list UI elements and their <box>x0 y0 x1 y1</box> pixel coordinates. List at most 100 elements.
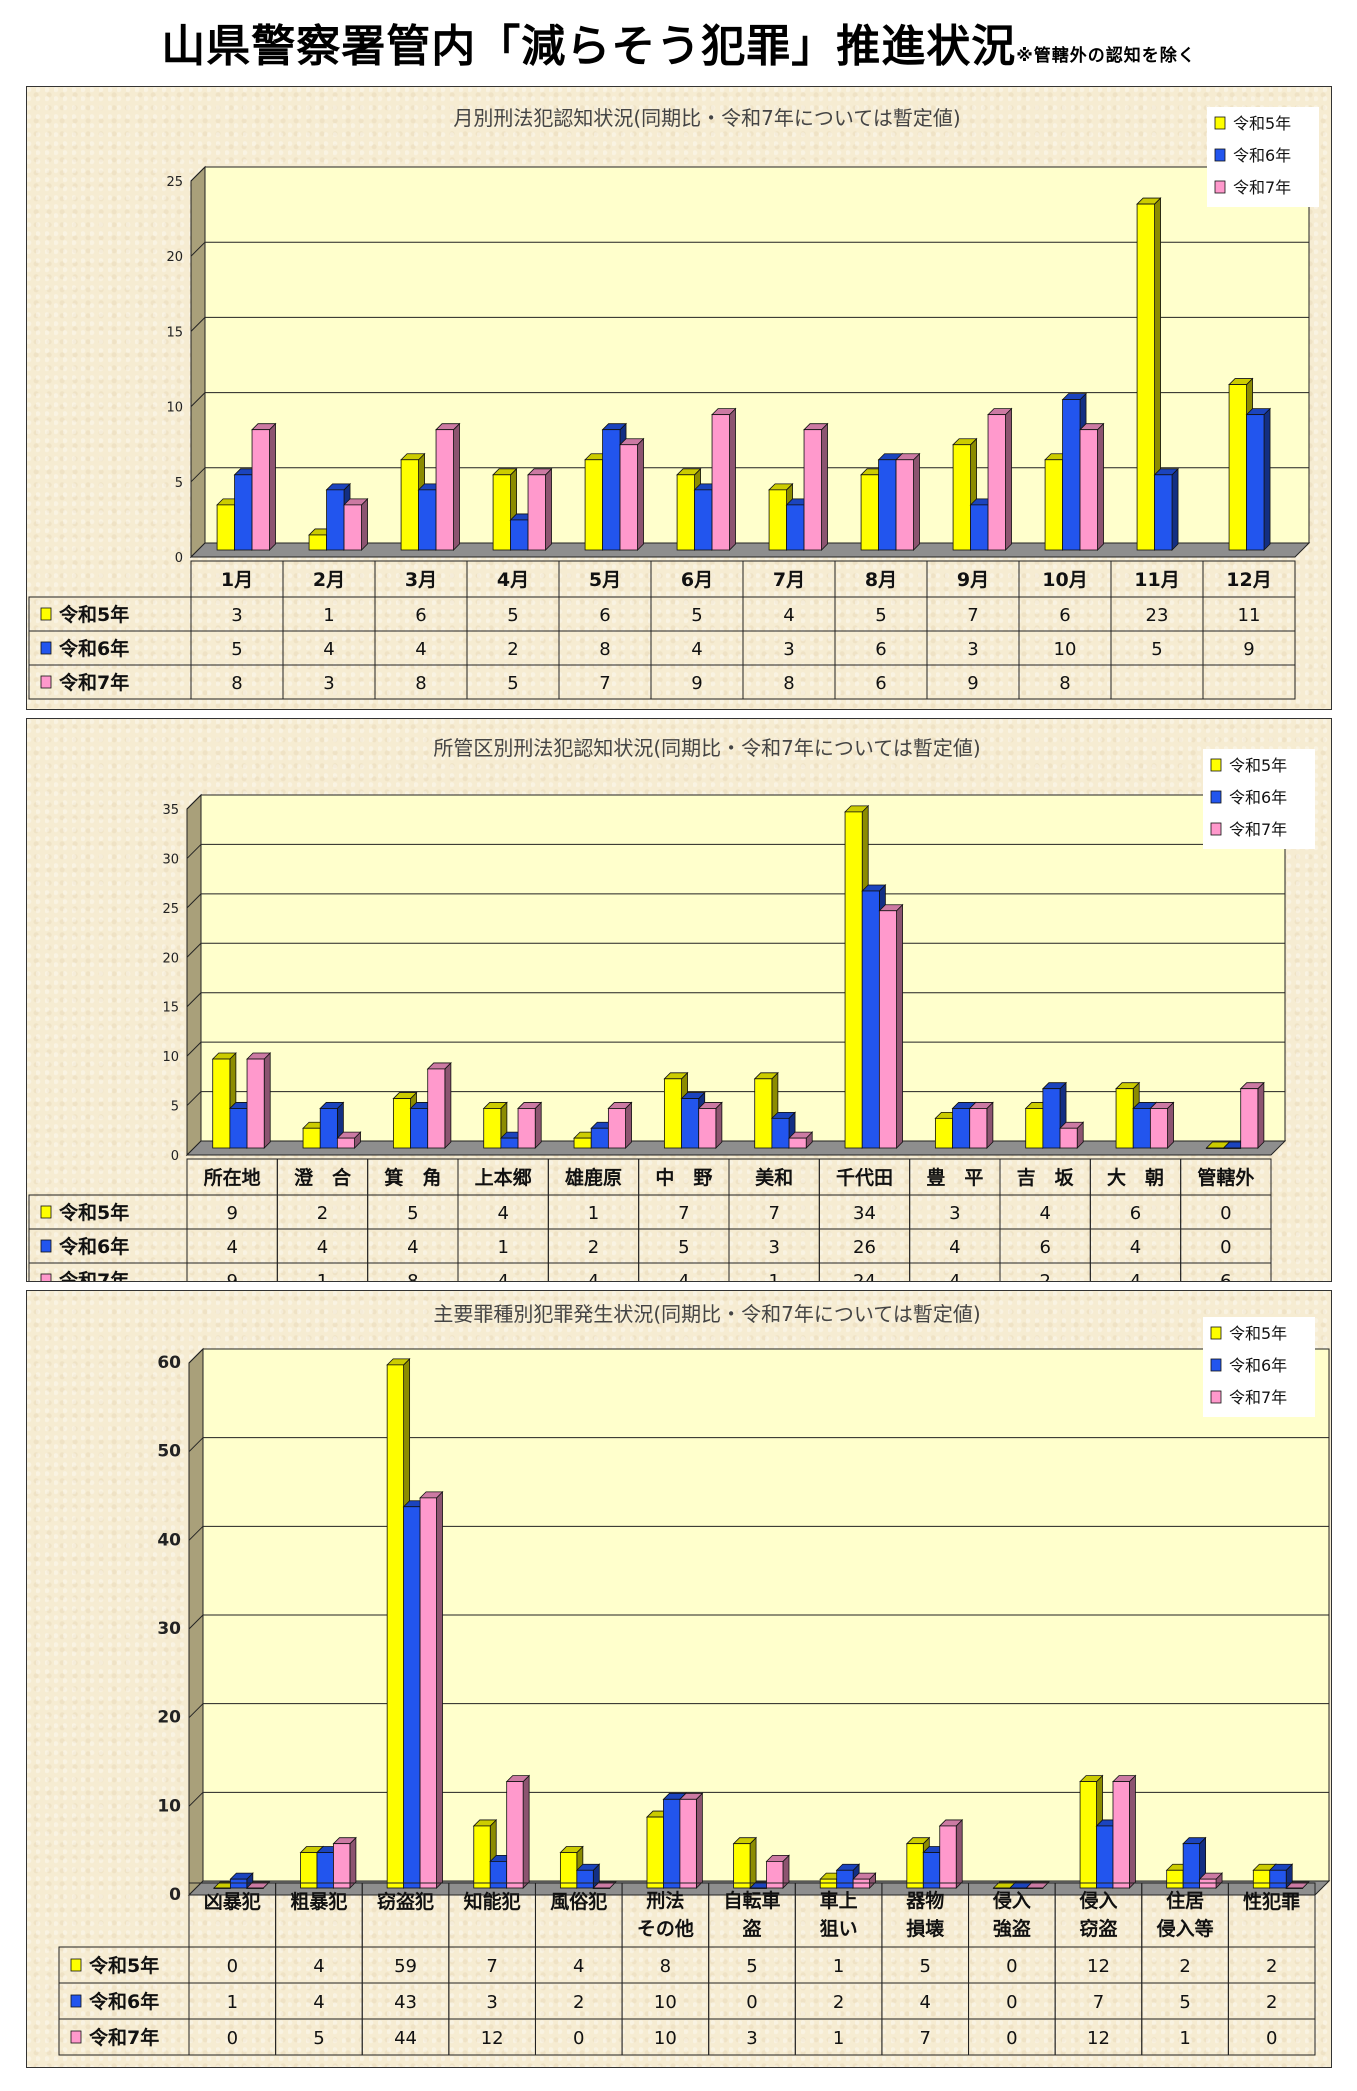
table-cell-value: 4 <box>691 639 702 660</box>
bar-front <box>766 1861 784 1889</box>
bar-令和7年-3 <box>517 1101 543 1149</box>
category-label-line: 11月 <box>1134 569 1179 591</box>
table-cell-value: 26 <box>853 1237 876 1258</box>
bar-front <box>1285 1887 1304 1889</box>
table-cell-value: 1 <box>833 2028 844 2049</box>
table-cell-value: 7 <box>1093 1992 1104 2013</box>
bar-front <box>681 1098 700 1149</box>
table-cell-value: 4 <box>949 1271 960 1281</box>
bar-front <box>576 1869 594 1889</box>
y-tick-label: 35 <box>162 803 179 818</box>
table-cell-value: 4 <box>783 605 794 626</box>
bar-front <box>646 1816 664 1889</box>
table-cell-value: 9 <box>691 673 702 694</box>
bar-front <box>878 459 897 551</box>
table-cell-value: 2 <box>1039 1271 1050 1281</box>
bar-side <box>715 1101 723 1149</box>
bar-front <box>251 429 270 551</box>
category-label-line: 損壊 <box>906 1918 945 1940</box>
category-label-line: 自転車 <box>723 1889 780 1912</box>
table-row-swatch <box>40 1205 52 1219</box>
category-label-line: 4月 <box>497 569 529 591</box>
bar-front <box>213 1887 231 1889</box>
bar-front <box>573 1137 592 1149</box>
table-cell-value: 23 <box>1146 605 1169 626</box>
gridline-side <box>190 392 206 407</box>
bar-front <box>302 1127 321 1149</box>
category-label-line: 盗 <box>742 1917 761 1940</box>
category-label: 1月 <box>221 569 253 591</box>
bar-令和7年-3 <box>527 467 553 551</box>
category-label-line: 中 野 <box>655 1166 712 1189</box>
bar-front <box>527 474 546 551</box>
chart-panel-monthly: 月別刑法犯認知状況(同期比・令和7年については暫定値) 0 5 10 15 20 25 令和5… <box>26 86 1332 710</box>
bar-front <box>419 1497 437 1889</box>
bar-front <box>1059 1127 1078 1149</box>
table-cell-value: 34 <box>853 1203 876 1224</box>
table-cell-value: 9 <box>1243 639 1254 660</box>
gridline-side <box>186 1091 202 1106</box>
bar-front <box>1154 474 1173 551</box>
table-cell <box>1180 1262 1272 1281</box>
bar-front <box>698 1108 717 1149</box>
bar-front <box>711 414 730 551</box>
gridline-side <box>190 241 206 257</box>
table-cell-value: 8 <box>407 1271 418 1281</box>
table-cell-value: 8 <box>783 673 794 694</box>
bar-front <box>895 459 914 551</box>
category-label: 侵入強盗 <box>992 1889 1031 1940</box>
table-cell-value: 4 <box>407 1237 418 1258</box>
legend-label: 令和6年 <box>1229 788 1287 807</box>
bar-side <box>749 1836 757 1889</box>
y-tick-label: 50 <box>157 1442 181 1462</box>
bar-front <box>694 489 713 551</box>
category-label: 豊 平 <box>926 1166 983 1189</box>
y-tick-label: 0 <box>171 1149 179 1164</box>
table-cell-value: 2 <box>588 1237 599 1258</box>
table-cell-value: 4 <box>313 1956 324 1977</box>
table-cell-value: 1 <box>323 605 334 626</box>
table-cell-value: 8 <box>660 1956 671 1977</box>
category-label: 刑法その他 <box>637 1889 694 1940</box>
legend-swatch <box>1214 148 1226 162</box>
gridline-side <box>188 1614 204 1630</box>
table-cell-value: 5 <box>678 1237 689 1258</box>
bar-front <box>1269 1869 1287 1889</box>
bar-front <box>427 1068 446 1149</box>
table-cell-value: 4 <box>678 1271 689 1281</box>
table-cell-value: 3 <box>967 639 978 660</box>
gridline-side <box>190 467 206 483</box>
table-cell-value: 8 <box>1059 673 1070 694</box>
bar-side <box>349 1836 357 1889</box>
category-label: 澄 合 <box>294 1166 352 1189</box>
bar-令和7年-0 <box>246 1052 272 1149</box>
table-cell-value: 12 <box>481 2028 504 2049</box>
category-label: 風俗犯 <box>550 1890 607 1913</box>
bar-side <box>637 437 644 551</box>
bar-front <box>969 1108 988 1149</box>
plot-side-wall <box>186 793 202 1157</box>
category-label-line: 上本郷 <box>475 1166 532 1189</box>
chart-title: 所管区別刑法犯認知状況(同期比・令和7年については暫定値) <box>433 736 980 760</box>
category-label: 中 野 <box>655 1166 712 1189</box>
bar-side <box>1005 407 1012 551</box>
category-label: 吉 坂 <box>1017 1166 1075 1189</box>
bar-令和7年-6 <box>803 422 829 551</box>
category-label: 美和 <box>755 1166 793 1189</box>
category-label-line: 侵入等 <box>1156 1917 1214 1940</box>
bar-side <box>955 1818 963 1889</box>
table-cell <box>1110 664 1204 700</box>
chart-panel-district: 所管区別刑法犯認知状況(同期比・令和7年については暫定値) 0 5 10 15 20 25 3… <box>26 718 1332 1282</box>
bar-令和5年-10 <box>1136 197 1162 551</box>
bar-令和7年-1 <box>336 1131 362 1149</box>
bar-令和7年-1 <box>343 497 369 551</box>
chart-panel-crime-type: 主要罪種別犯罪発生状況(同期比・令和7年については暫定値) 0 10 20 30 40 50… <box>26 1290 1332 2068</box>
table-cell-value: 59 <box>394 1956 417 1977</box>
bar-front <box>489 1861 508 1889</box>
category-label-line: 大 朝 <box>1107 1166 1164 1189</box>
bar-front <box>1132 1108 1151 1149</box>
bar-令和7年-7 <box>895 452 921 551</box>
bar-令和6年-10 <box>1153 467 1180 551</box>
